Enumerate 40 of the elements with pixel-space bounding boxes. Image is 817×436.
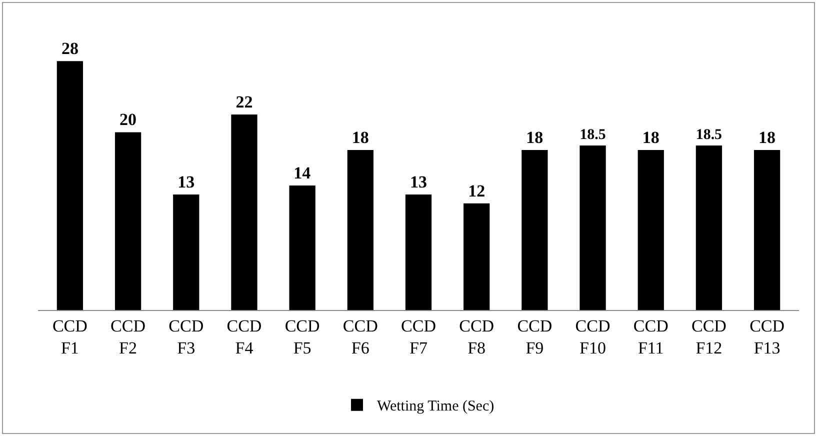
- x-tick-label: CCD F4: [226, 316, 262, 358]
- bar: [231, 114, 258, 310]
- bar: [114, 132, 142, 310]
- x-tick-label: CCD F9: [517, 316, 552, 358]
- x-tick-label: CCD F2: [110, 316, 146, 358]
- data-label: 18: [758, 128, 776, 147]
- x-tick-label: CCD F6: [342, 316, 378, 358]
- data-label: 13: [410, 172, 427, 192]
- data-label: 18.5: [696, 127, 722, 144]
- data-label: 22: [236, 92, 253, 112]
- bar: [754, 150, 780, 310]
- data-label: 18: [352, 128, 369, 147]
- bar: [405, 194, 432, 310]
- bar: [638, 150, 664, 310]
- data-label: 28: [61, 39, 78, 58]
- bar: [56, 61, 84, 310]
- data-label: 12: [468, 181, 486, 200]
- x-tick-label: CCD F13: [750, 316, 785, 358]
- bar: [580, 146, 606, 310]
- x-tick-label: CCD F10: [575, 316, 610, 358]
- data-label: 18.5: [580, 127, 606, 144]
- bar: [696, 146, 722, 310]
- x-tick-label: CCD F7: [401, 316, 436, 358]
- x-tick-label: CCD F3: [168, 316, 204, 358]
- data-label: 18: [526, 128, 544, 147]
- x-tick-label: CCD F11: [633, 316, 668, 358]
- data-label: 20: [120, 110, 137, 130]
- x-tick-label: CCD F8: [459, 316, 494, 358]
- legend-label: Wetting Time (Sec): [377, 398, 494, 415]
- bar: [173, 194, 200, 310]
- data-label: 18: [642, 128, 660, 147]
- data-label: 13: [178, 172, 195, 192]
- x-tick-label: CCD F5: [284, 316, 320, 358]
- x-tick-label: CCD F12: [691, 316, 726, 358]
- bar: [522, 150, 548, 310]
- bar: [464, 203, 490, 310]
- bar: [347, 150, 374, 310]
- data-label: 14: [294, 164, 312, 183]
- bar: [289, 186, 316, 310]
- x-tick-label: CCD F1: [52, 316, 88, 358]
